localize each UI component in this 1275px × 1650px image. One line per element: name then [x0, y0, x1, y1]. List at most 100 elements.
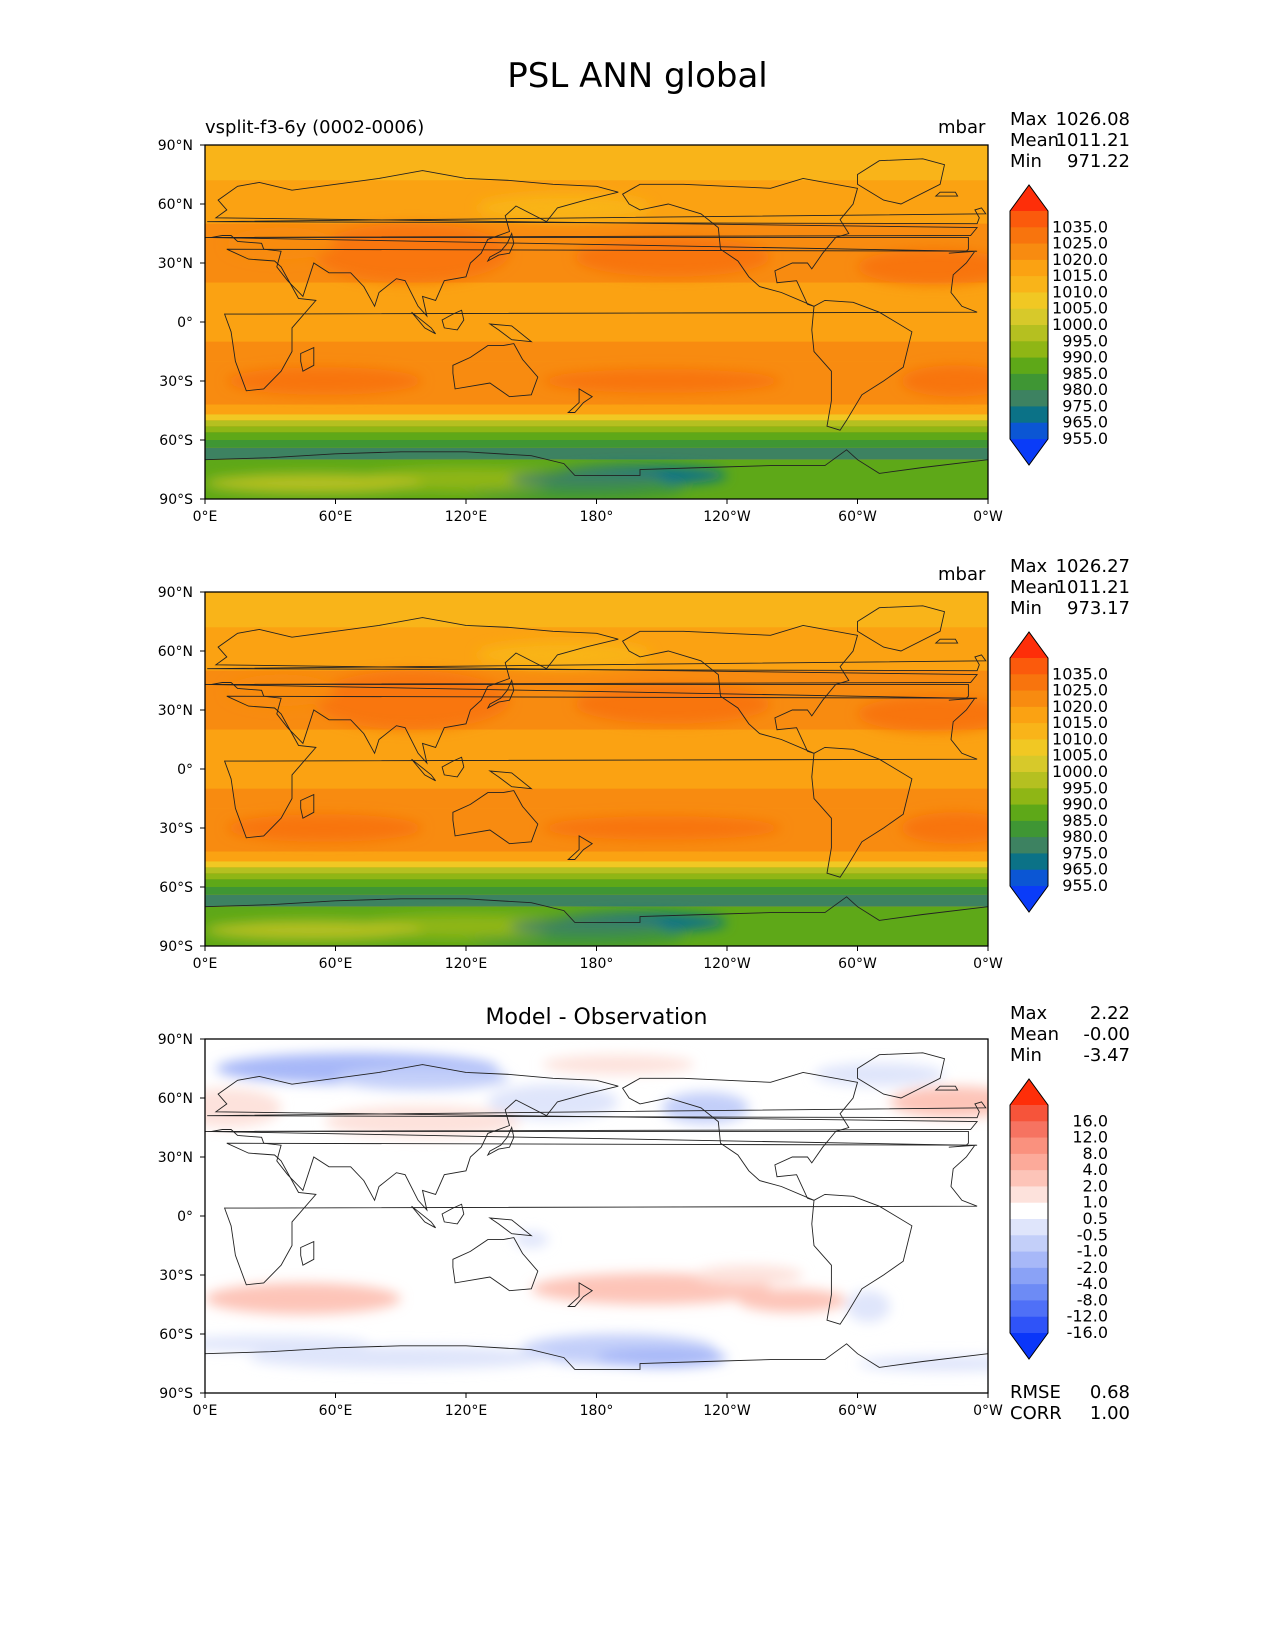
coastline: [205, 617, 979, 765]
x-tick-label: 120°E: [445, 509, 488, 525]
y-tick-label: 30°N: [158, 256, 193, 272]
panel-units: mbar: [938, 117, 986, 138]
x-tick-label: 0°E: [193, 1403, 218, 1419]
colorbar-tick-label: -12.0: [1067, 1307, 1108, 1326]
colorbar-cell: [1010, 227, 1048, 245]
coastline: [205, 170, 979, 318]
coastline: [621, 1071, 859, 1201]
coastlines: [205, 1052, 988, 1393]
contour-band: [205, 861, 988, 868]
x-tick-label: 0°W: [973, 509, 1003, 525]
coastline: [621, 624, 859, 754]
y-tick-label: 0°: [177, 1209, 193, 1225]
contour-region: [901, 812, 988, 844]
contour-band: [205, 432, 988, 440]
contour-region: [205, 1088, 282, 1128]
contour-band: [205, 851, 988, 862]
colorbar-cell: [1010, 1105, 1048, 1122]
colorbar-tick-label: 4.0: [1083, 1160, 1108, 1179]
contour-region: [476, 194, 651, 222]
x-tick-label: 120°E: [445, 956, 488, 972]
coastline: [857, 158, 946, 205]
colorbar-cell: [1010, 1300, 1048, 1318]
colorbar-extend-max: [1010, 185, 1048, 211]
contour-region: [857, 249, 988, 285]
colorbar-extend-max: [1010, 1079, 1048, 1105]
map-panel-1: vsplit-f3-6y (0002-0006) mbar Max 1026.08 Me…: [0, 105, 1275, 575]
colorbar-cell: [1010, 390, 1048, 407]
colorbar-cell: [1010, 276, 1048, 293]
contour-region: [661, 1092, 749, 1124]
coastline: [486, 1126, 515, 1157]
bottom-stat-value-corr: 1.00: [1089, 1403, 1130, 1424]
contour-region: [226, 367, 423, 395]
map-svg: 0°E 60°E 120°E 180° 120°W 60°W 0°W 90°N 60°N 30°N…: [158, 585, 1108, 972]
coastline: [452, 1237, 539, 1292]
coastline: [411, 1205, 436, 1229]
panel-units: mbar: [938, 564, 986, 585]
colorbar-cell: [1010, 325, 1048, 342]
colorbar-cell: [1010, 788, 1048, 806]
x-tick-label: 180°: [580, 1403, 614, 1419]
contour-region: [487, 1084, 619, 1120]
contour-field: [205, 145, 988, 499]
contour-region: [226, 227, 336, 260]
colorbar-tick-label: 0.5: [1083, 1209, 1108, 1228]
colorbar-extend-min: [1010, 439, 1048, 465]
contour-band: [205, 894, 988, 907]
contour-region: [509, 918, 662, 935]
colorbar-cell: [1010, 373, 1048, 391]
colorbar-cell: [1010, 357, 1048, 375]
contour-region: [814, 1062, 945, 1087]
y-tick-label: 90°N: [158, 1032, 193, 1048]
colorbar-cell: [1010, 869, 1048, 887]
contour-region: [476, 641, 651, 669]
stat-label-mean: Mean: [1010, 577, 1060, 598]
colorbar-tick-label: 16.0: [1072, 1111, 1108, 1130]
y-tick-label: 60°S: [159, 1327, 193, 1343]
colorbar-tick-label: 995.0: [1062, 778, 1108, 797]
contour-region: [857, 696, 988, 732]
colorbar-cell: [1010, 755, 1048, 773]
colorbar-cell: [1010, 1121, 1048, 1139]
bottom-stat-label-corr: CORR: [1010, 1403, 1062, 1424]
contour-band: [205, 879, 988, 887]
colorbar-tick-label: 1020.0: [1052, 250, 1108, 269]
contour-band: [205, 420, 988, 427]
colorbar-tick-label: -16.0: [1067, 1323, 1108, 1342]
colorbar-tick-label: -0.5: [1077, 1225, 1108, 1244]
x-tick-label: 60°E: [319, 1403, 353, 1419]
coastline: [567, 1282, 594, 1307]
colorbar-tick-label: 1010.0: [1052, 282, 1108, 301]
coastline: [488, 1217, 533, 1237]
y-tick-label: 60°N: [158, 1091, 193, 1107]
coastline: [486, 679, 515, 710]
coastline: [441, 1203, 465, 1225]
x-tick-label: 120°W: [703, 956, 751, 972]
colorbar-tick-label: 975.0: [1062, 396, 1108, 415]
figure-title: PSL ANN global: [507, 56, 768, 96]
y-tick-label: 90°S: [159, 492, 193, 508]
contour-band: [205, 867, 988, 874]
x-tick-label: 60°E: [319, 956, 353, 972]
y-tick-label: 90°N: [158, 138, 193, 154]
map-svg: 0°E 60°E 120°E 180° 120°W 60°W 0°W 90°N 60°N 30°N…: [158, 138, 1108, 525]
contour-band: [205, 145, 988, 181]
x-tick-label: 180°: [580, 956, 614, 972]
contour-region: [574, 684, 771, 724]
colorbar-tick-label: 1035.0: [1052, 664, 1108, 683]
stat-label-min: Min: [1010, 598, 1042, 619]
coastline: [452, 790, 539, 845]
coastline: [223, 248, 978, 392]
stat-label-max: Max: [1010, 109, 1048, 130]
colorbar-cell: [1010, 422, 1048, 440]
colorbar-tick-label: -8.0: [1077, 1290, 1108, 1309]
colorbar-tick-label: 990.0: [1062, 348, 1108, 367]
x-tick-label: 60°W: [838, 509, 877, 525]
contour-region: [313, 670, 510, 730]
stat-label-max: Max: [1010, 556, 1048, 577]
colorbar-tick-label: 2.0: [1083, 1176, 1108, 1195]
contour-band: [205, 404, 988, 415]
y-tick-label: 60°N: [158, 197, 193, 213]
contour-region: [313, 223, 510, 283]
